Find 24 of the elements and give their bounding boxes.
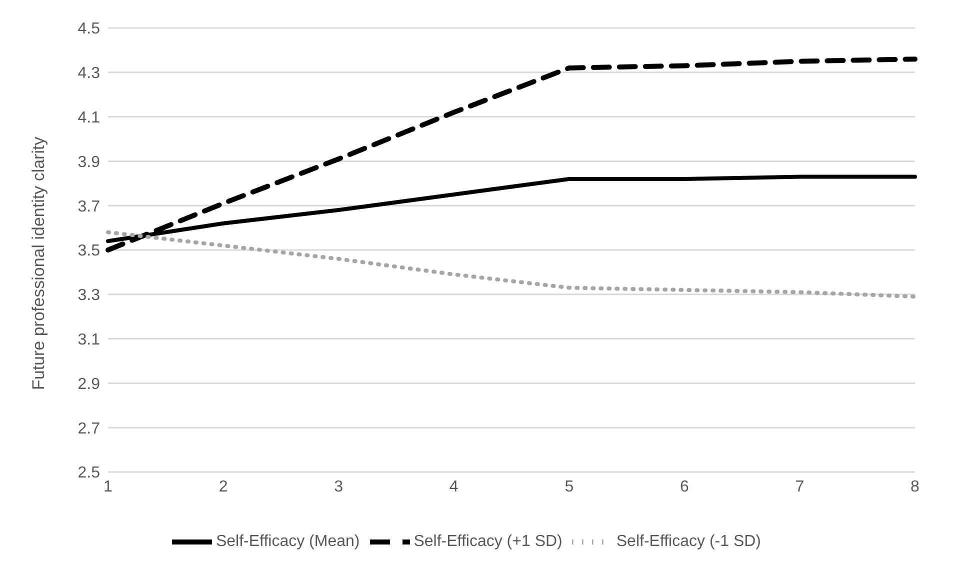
y-tick-label: 3.5 (78, 242, 100, 260)
y-tick-label: 3.1 (78, 331, 100, 348)
legend-label: Self-Efficacy (Mean) (216, 533, 360, 550)
y-tick-label: 3.3 (78, 287, 100, 304)
y-tick-label: 2.5 (78, 464, 100, 482)
x-tick-label: 1 (104, 478, 113, 496)
y-tick-label: 3.7 (78, 198, 100, 216)
y-axis-title: Future professional identity clarity (29, 136, 48, 390)
y-tick-label: 4.5 (78, 20, 100, 38)
y-tick-label: 4.3 (78, 65, 100, 82)
y-tick-label: 2.7 (78, 420, 100, 438)
legend-label: Self-Efficacy (+1 SD) (414, 533, 562, 550)
line-series (106, 230, 917, 299)
y-tick-label: 4.1 (78, 109, 100, 126)
x-tick-label: 8 (910, 478, 920, 496)
x-tick-label: 3 (334, 478, 344, 496)
x-tick-label: 4 (449, 478, 458, 496)
x-tick-label: 7 (795, 478, 804, 496)
y-tick-label: 3.9 (78, 154, 100, 171)
x-tick-label: 2 (218, 478, 228, 496)
x-tick-label: 5 (564, 478, 574, 496)
y-tick-label: 2.9 (78, 376, 100, 393)
legend-label: Self-Efficacy (-1 SD) (616, 533, 761, 550)
x-tick-label: 6 (680, 478, 689, 496)
